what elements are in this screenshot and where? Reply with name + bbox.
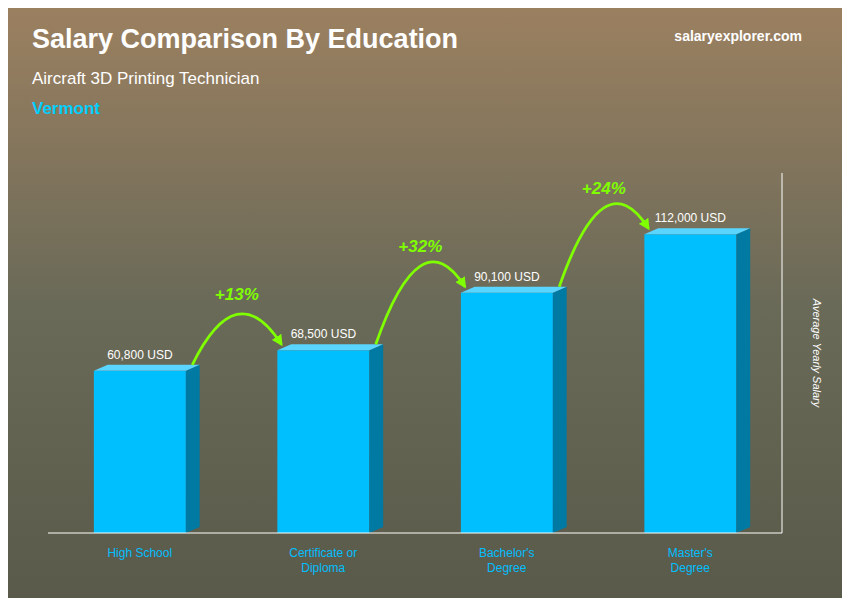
html-text:salaryexplorer.com: salaryexplorer.com <box>674 28 802 44</box>
svg-text:High School: High School <box>107 546 172 560</box>
svg-text:Certificate orDiploma: Certificate orDiploma <box>289 546 357 575</box>
html-text:Aircraft 3D Printing Technicia: Aircraft 3D Printing Technician <box>32 69 260 88</box>
svg-text:Bachelor'sDegree: Bachelor'sDegree <box>479 546 535 575</box>
svg-text:+32%: +32% <box>398 237 442 256</box>
svg-text:68,500 USD: 68,500 USD <box>291 327 357 341</box>
svg-text:60,800 USD: 60,800 USD <box>107 348 173 362</box>
html-text:Vermont: Vermont <box>32 99 100 118</box>
svg-text:+24%: +24% <box>582 179 626 198</box>
svg-text:+13%: +13% <box>215 285 259 304</box>
svg-text:90,100 USD: 90,100 USD <box>474 270 540 284</box>
svg-text:Average Yearly Salary: Average Yearly Salary <box>811 298 823 409</box>
svg-text:112,000 USD: 112,000 USD <box>655 211 726 225</box>
html-text:Salary Comparison By Education: Salary Comparison By Education <box>32 24 459 54</box>
svg-text:Master'sDegree: Master'sDegree <box>668 546 713 575</box>
